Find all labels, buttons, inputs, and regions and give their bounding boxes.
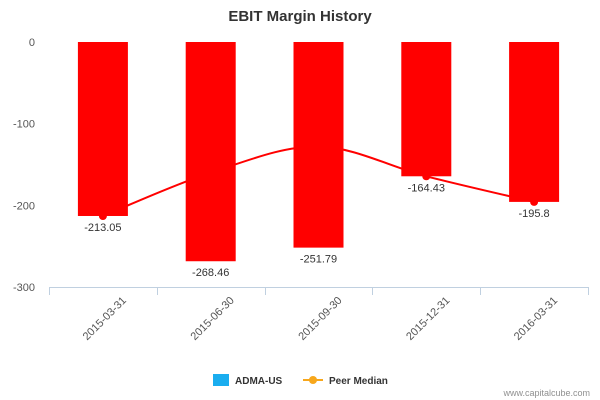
plot-area: 0 -100 -200 -300 -213.05 -268.46 -251.79 -164.4… [13, 37, 589, 343]
bar-adma-2016-03-31 [509, 42, 560, 202]
data-label-2015-12-31: -164.43 [408, 182, 445, 194]
data-label-2015-09-30: -251.79 [300, 254, 337, 266]
x-tick-label: 2015-12-31 [404, 295, 452, 343]
x-tick-label: 2015-09-30 [296, 295, 344, 343]
bar-adma-2015-03-31 [77, 42, 128, 216]
y-tick-label: 0 [29, 37, 35, 49]
x-tick-label: 2015-03-31 [81, 295, 129, 343]
legend-label-adma[interactable]: ADMA-US [235, 376, 283, 387]
legend-swatch-adma [213, 374, 229, 386]
bar-adma-2015-12-31 [401, 42, 452, 177]
peer-median-marker [98, 211, 107, 220]
legend-marker-peer [309, 376, 317, 384]
x-tick-label: 2015-06-30 [189, 295, 237, 343]
data-label-2015-06-30: -268.46 [192, 267, 229, 279]
x-tick-label: 2016-03-31 [512, 295, 560, 343]
data-label-2016-03-31: -195.8 [518, 208, 549, 220]
peer-median-line [102, 145, 535, 217]
y-tick-label: -200 [13, 200, 35, 212]
data-label-2015-03-31: -213.05 [84, 222, 121, 234]
legend: ADMA-US Peer Median [213, 374, 388, 387]
peer-median-marker [530, 197, 539, 206]
y-tick-label: -300 [13, 282, 35, 294]
peer-median-marker [422, 172, 431, 181]
y-tick-label: -100 [13, 119, 35, 131]
legend-label-peer[interactable]: Peer Median [329, 376, 388, 387]
bar-adma-2015-09-30 [293, 42, 344, 248]
bar-adma-2015-06-30 [185, 42, 236, 262]
credit-text: www.capitalcube.com [502, 388, 590, 398]
chart-title: EBIT Margin History [228, 8, 372, 25]
